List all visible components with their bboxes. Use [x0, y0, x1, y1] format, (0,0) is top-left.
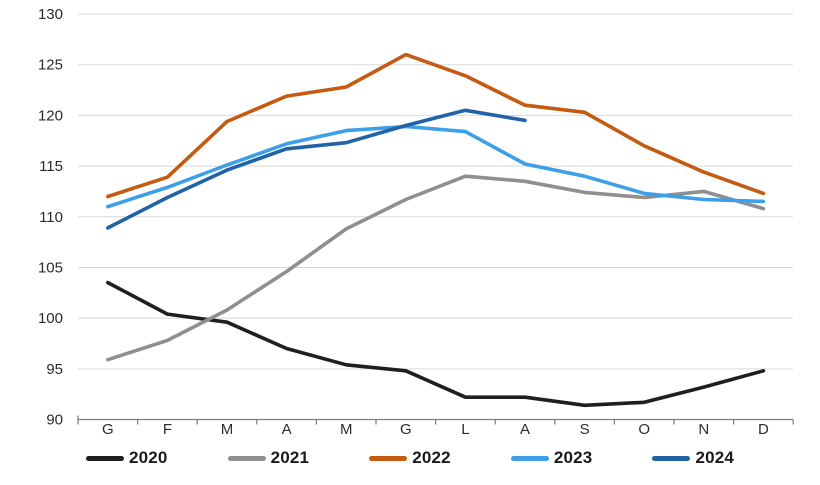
x-tick-label: F [163, 421, 172, 438]
chart-legend: 2020 2021 2022 2023 2024 [0, 443, 820, 473]
plot-area: 90 95 100 105 110 115 120 125 130 G F M A M G L A S O N D [38, 6, 794, 438]
legend-swatch-2022 [369, 455, 408, 461]
x-tick-label: A [282, 421, 292, 438]
x-tick-label: S [580, 421, 590, 438]
series-line-2022 [106, 52, 766, 199]
legend-swatch-2023 [510, 455, 549, 461]
x-tick-label: M [221, 421, 234, 438]
legend-swatch-2021 [227, 455, 266, 461]
x-tick-label: D [758, 421, 769, 438]
x-tick-label: G [102, 421, 114, 438]
y-tick-label: 90 [46, 412, 63, 429]
x-tick-label: A [520, 421, 530, 438]
series-line-2021 [106, 174, 766, 362]
legend-label: 2020 [128, 448, 168, 467]
legend-swatch-2020 [85, 455, 124, 461]
series-line-2023 [106, 124, 766, 209]
y-tick-label: 115 [39, 158, 63, 175]
y-tick-label: 95 [46, 361, 63, 378]
x-tick-label: N [698, 421, 709, 438]
legend-label: 2022 [412, 448, 451, 467]
y-tick-label: 130 [38, 6, 63, 23]
legend-swatch-2024 [652, 455, 691, 461]
y-tick-label: 110 [39, 209, 63, 226]
legend-label: 2024 [695, 448, 735, 467]
y-tick-label: 125 [38, 57, 63, 74]
y-tick-label: 120 [38, 107, 63, 124]
x-tick-label: L [461, 421, 469, 438]
legend-item-2020: 2020 [85, 448, 168, 468]
legend-item-2024: 2024 [652, 448, 734, 468]
y-tick-label: 105 [38, 259, 63, 276]
legend-label: 2023 [553, 448, 593, 467]
series-line-2024 [106, 108, 527, 230]
y-tick-label: 100 [38, 310, 63, 327]
x-tick-label: M [340, 421, 353, 438]
legend-item-2021: 2021 [227, 448, 310, 468]
series-line-2020 [106, 280, 766, 408]
legend-item-2023: 2023 [510, 448, 593, 468]
legend-item-2022: 2022 [369, 448, 451, 468]
x-tick-label: O [638, 421, 650, 438]
x-tick-label: G [400, 421, 412, 438]
legend-label: 2021 [270, 448, 310, 467]
